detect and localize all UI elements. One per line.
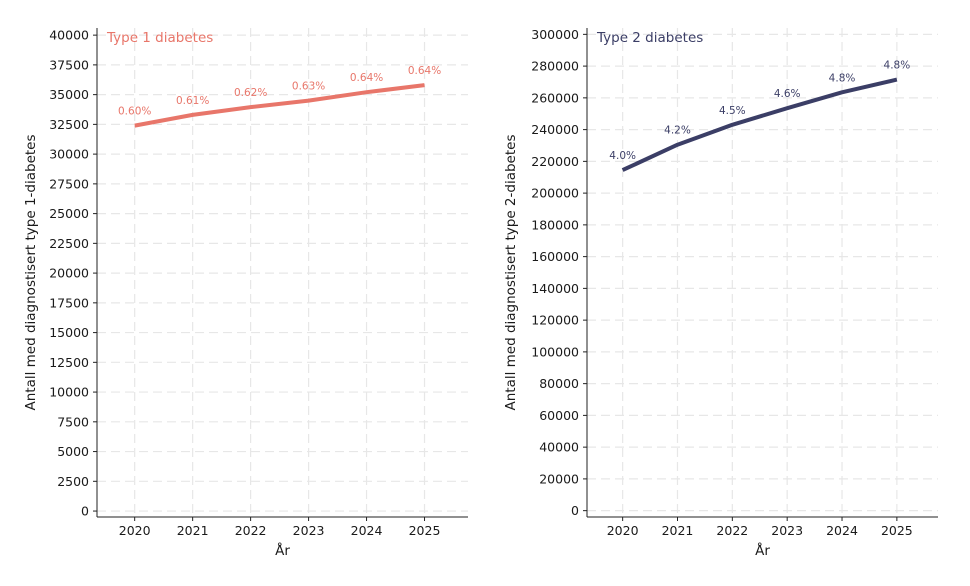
- y-tick-label: 280000: [531, 59, 579, 74]
- x-tick-label: 2021: [177, 523, 209, 538]
- y-tick-label: 0: [571, 503, 579, 518]
- x-tick-label: 2022: [716, 523, 748, 538]
- data-label: 0.61%: [176, 95, 209, 107]
- x-tick-label: 2021: [662, 523, 694, 538]
- data-label: 0.63%: [292, 81, 325, 93]
- series-line: [134, 83, 425, 128]
- data-point: [133, 124, 137, 128]
- y-tick-label: 15000: [49, 325, 89, 340]
- y-tick-label: 22500: [49, 236, 89, 251]
- data-label: 0.60%: [118, 106, 151, 118]
- x-tick-label: 2024: [351, 523, 383, 538]
- chart-panel-2: 0 20000 40000 60000 80000 100000 120000 140000 1…: [503, 27, 938, 559]
- data-label: 0.62%: [234, 87, 267, 99]
- x-tick-label: 2020: [119, 523, 151, 538]
- panel-title: Type 1 diabetes: [106, 30, 213, 46]
- y-tick-label: 25000: [49, 206, 89, 221]
- y-tick-label: 5000: [57, 444, 89, 459]
- y-tick-label: 300000: [531, 27, 579, 42]
- x-tick-label: 2023: [293, 523, 325, 538]
- x-tick-label: 2024: [826, 523, 858, 538]
- data-point: [785, 106, 789, 110]
- y-tick-label: 180000: [531, 217, 579, 232]
- data-point: [840, 90, 844, 94]
- y-tick-label: 260000: [531, 90, 579, 105]
- data-label: 4.8%: [884, 60, 911, 72]
- data-label: 4.8%: [829, 72, 856, 84]
- y-tick-label: 30000: [49, 147, 89, 162]
- data-label: 4.2%: [664, 125, 691, 137]
- y-tick-label: 40000: [539, 440, 579, 455]
- data-point: [191, 113, 195, 117]
- data-label: 4.6%: [774, 88, 801, 100]
- y-tick-label: 12500: [49, 355, 89, 370]
- y-tick-label: 27500: [49, 176, 89, 191]
- y-tick-label: 200000: [531, 186, 579, 201]
- data-label: 0.64%: [408, 65, 441, 77]
- data-point: [307, 99, 311, 103]
- y-tick-label: 10000: [49, 385, 89, 400]
- data-point: [365, 90, 369, 94]
- y-tick-label: 120000: [531, 313, 579, 328]
- y-tick-label: 35000: [49, 87, 89, 102]
- y-tick-label: 100000: [531, 344, 579, 359]
- x-tick-label: 2025: [881, 523, 913, 538]
- y-tick-label: 7500: [57, 414, 89, 429]
- y-tick-label: 40000: [49, 28, 89, 43]
- x-tick-label: 2022: [235, 523, 267, 538]
- y-axis-title: Antall med diagnostisert type 2-diabetes: [503, 134, 519, 410]
- x-axis-title: År: [755, 542, 770, 559]
- chart-panel-1: 0 2500 5000 7500 10000 12500 15000 17500 20000 22…: [23, 28, 468, 559]
- data-point: [675, 143, 679, 147]
- y-tick-label: 140000: [531, 281, 579, 296]
- y-tick-label: 2500: [57, 474, 89, 489]
- data-point: [730, 123, 734, 127]
- y-tick-label: 32500: [49, 117, 89, 132]
- y-tick-label: 240000: [531, 122, 579, 137]
- data-label: 4.5%: [719, 105, 746, 117]
- panel-title: Type 2 diabetes: [596, 30, 703, 46]
- y-tick-label: 80000: [539, 376, 579, 391]
- data-point: [249, 105, 253, 109]
- x-tick-label: 2020: [607, 523, 639, 538]
- y-tick-label: 160000: [531, 249, 579, 264]
- data-point: [895, 78, 899, 82]
- y-tick-label: 60000: [539, 408, 579, 423]
- y-tick-label: 20000: [539, 471, 579, 486]
- data-label: 4.0%: [609, 150, 636, 162]
- y-tick-label: 20000: [49, 266, 89, 281]
- series-line: [621, 77, 898, 172]
- y-tick-label: 17500: [49, 295, 89, 310]
- data-label: 0.64%: [350, 72, 383, 84]
- y-axis-title: Antall med diagnostisert type 1-diabetes: [23, 134, 39, 410]
- y-tick-label: 37500: [49, 57, 89, 72]
- y-tick-label: 220000: [531, 154, 579, 169]
- x-tick-label: 2023: [771, 523, 803, 538]
- x-axis-title: År: [275, 542, 290, 559]
- data-point: [423, 83, 427, 87]
- data-point: [621, 168, 625, 172]
- y-tick-label: 0: [81, 504, 89, 519]
- x-tick-label: 2025: [409, 523, 441, 538]
